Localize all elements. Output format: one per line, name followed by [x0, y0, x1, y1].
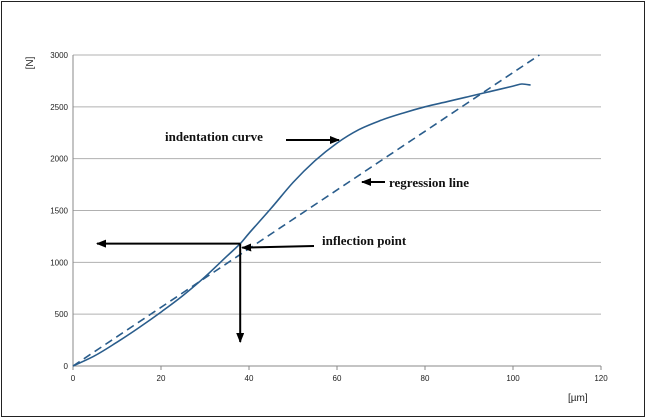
annotation-arrows: [96, 136, 385, 343]
x-tick-label-120: 120: [594, 374, 608, 383]
axes: [72, 55, 602, 370]
y-axis-label: [N]: [25, 56, 36, 69]
y-tick-label-1000: 1000: [50, 258, 68, 267]
x-tick-label-20: 20: [157, 374, 166, 383]
y-tick-label-2500: 2500: [50, 103, 68, 112]
regression-line: [72, 54, 540, 367]
series-group: [72, 54, 540, 367]
x-tick-label-0: 0: [71, 374, 76, 383]
y-tick-label-1500: 1500: [50, 207, 68, 216]
x-axis-label: [µm]: [568, 393, 588, 404]
tick-labels: 0 500 1000 1500 2000 2500 3000 0 20 40 60 80 100 120: [50, 51, 608, 383]
y-tick-label-3000: 3000: [50, 51, 68, 60]
x-tick-label-100: 100: [506, 374, 520, 383]
annotation-inflection-point: inflection point: [322, 233, 407, 248]
gridlines: [73, 54, 601, 315]
x-tick-label-60: 60: [333, 374, 342, 383]
x-tick-label-80: 80: [421, 374, 430, 383]
y-tick-label-2000: 2000: [50, 155, 68, 164]
indentation-curve: [72, 83, 531, 367]
x-tick-label-40: 40: [245, 374, 254, 383]
annotation-regression-line: regression line: [389, 175, 469, 190]
y-tick-label-500: 500: [55, 310, 69, 319]
y-tick-label-0: 0: [64, 362, 69, 371]
inflection-point-pointer-arrow: [241, 243, 315, 252]
annotation-indentation-curve: indentation curve: [165, 129, 263, 144]
